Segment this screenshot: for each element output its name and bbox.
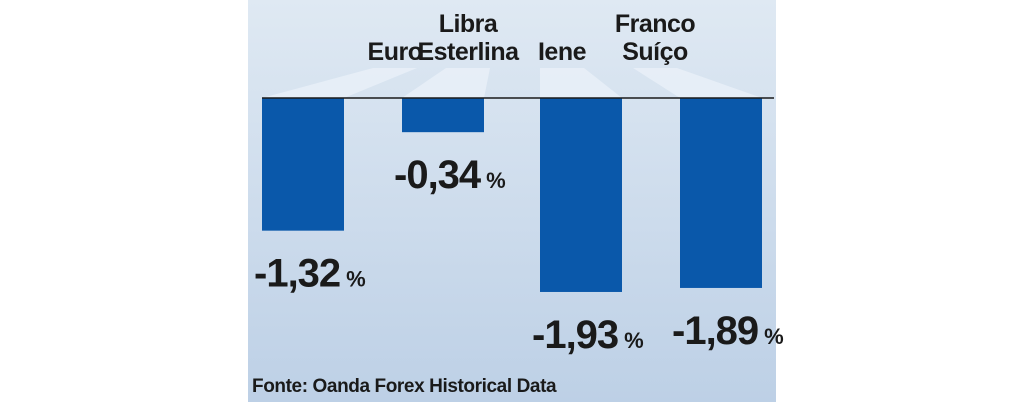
category-label: Iene (538, 38, 587, 66)
value-label: -1,89% (672, 309, 783, 353)
category-label: Esterlina (417, 38, 520, 66)
value-label: -1,93% (532, 313, 643, 357)
label-connector (540, 68, 622, 98)
bar (262, 98, 344, 231)
bar (402, 98, 484, 133)
bar (540, 98, 622, 292)
bar (680, 98, 762, 288)
source-note: Fonte: Oanda Forex Historical Data (252, 376, 557, 397)
value-label: -0,34% (394, 153, 505, 197)
category-label: Euro (368, 38, 423, 66)
label-connector (402, 68, 490, 98)
category-label: Libra (439, 10, 499, 38)
category-label: Suíço (622, 38, 688, 66)
label-connector (633, 68, 762, 98)
label-connector (262, 68, 417, 98)
value-label: -1,32% (254, 252, 365, 296)
category-label: Franco (615, 10, 696, 38)
